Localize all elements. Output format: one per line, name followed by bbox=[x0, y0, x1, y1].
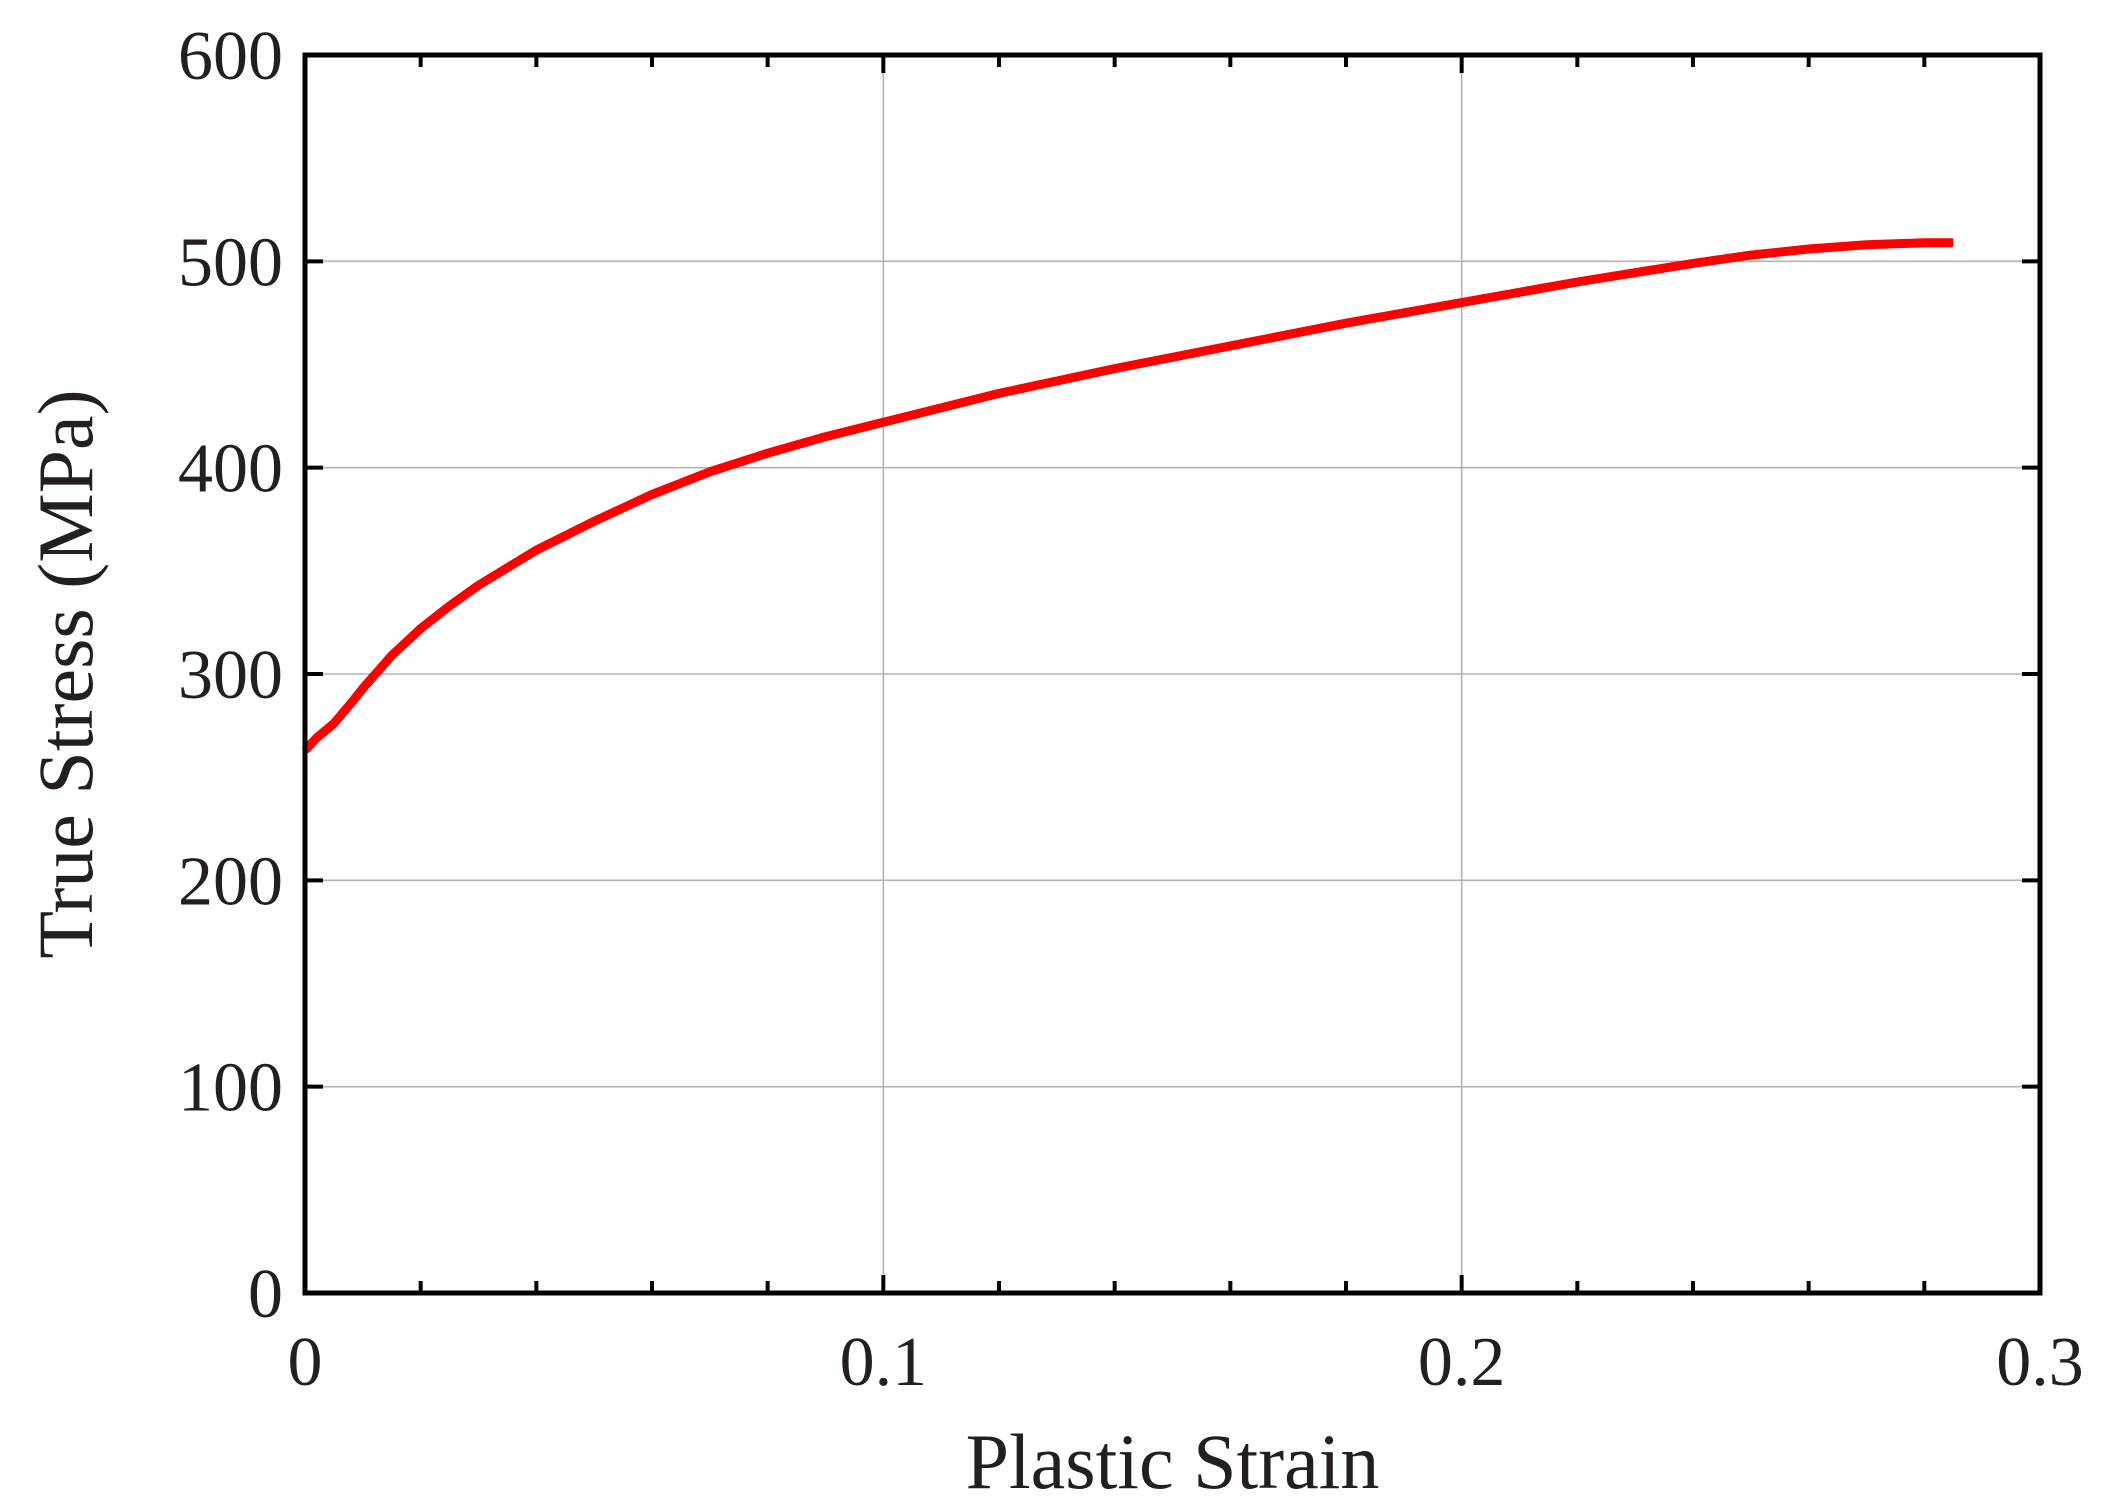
y-axis-title: True Stress (MPa) bbox=[22, 389, 109, 958]
x-tick-label: 0.1 bbox=[840, 1324, 928, 1401]
x-tick-label: 0 bbox=[288, 1324, 323, 1401]
y-tick-label: 400 bbox=[178, 431, 283, 508]
y-tick-label: 600 bbox=[178, 18, 283, 95]
y-tick-label: 100 bbox=[178, 1050, 283, 1127]
series-layer bbox=[301, 238, 1954, 754]
tick-marks bbox=[303, 53, 2042, 1295]
y-tick-labels: 0 100 200 300 400 500 600 bbox=[178, 18, 283, 1333]
y-tick-label: 200 bbox=[178, 843, 283, 920]
x-axis-title: Plastic Strain bbox=[966, 1418, 1380, 1505]
x-tick-label: 0.3 bbox=[1996, 1324, 2084, 1401]
y-tick-label: 0 bbox=[248, 1256, 283, 1333]
series-line bbox=[301, 238, 1954, 754]
y-tick-label: 300 bbox=[178, 637, 283, 714]
y-tick-label: 500 bbox=[178, 224, 283, 301]
x-tick-label: 0.2 bbox=[1418, 1324, 1506, 1401]
grid-lines bbox=[305, 55, 2040, 1293]
x-tick-labels: 0 0.1 0.2 0.3 bbox=[288, 1324, 2084, 1401]
